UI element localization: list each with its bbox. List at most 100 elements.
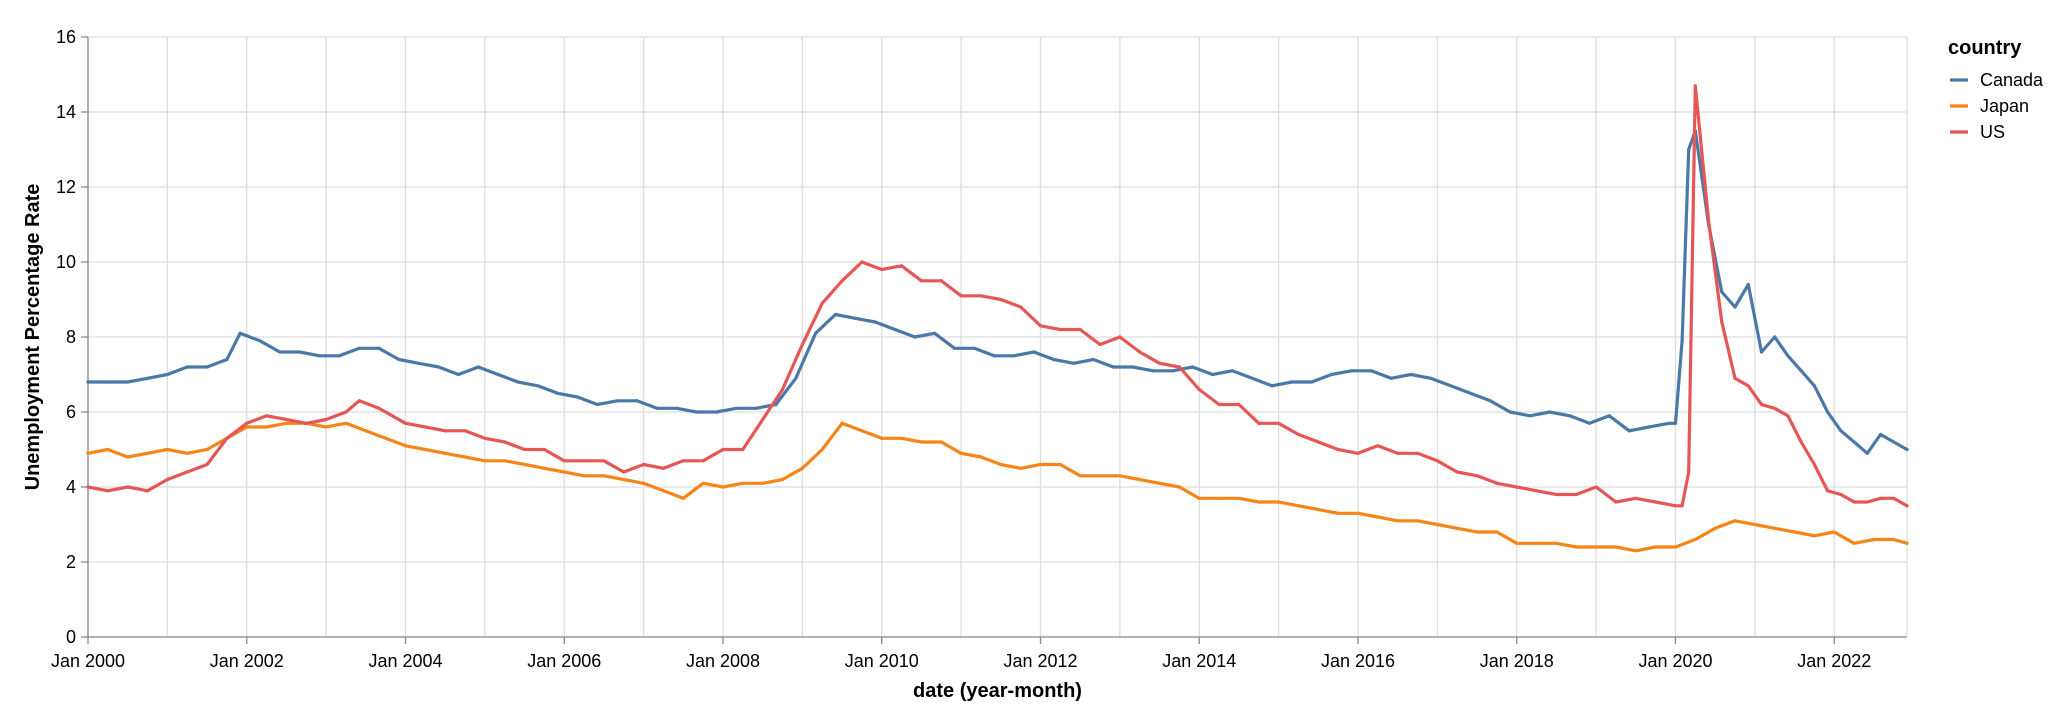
data-point-canada — [1091, 357, 1095, 362]
data-point-japan — [542, 466, 547, 470]
data-point-us — [1614, 500, 1618, 504]
data-point-japan — [503, 459, 507, 463]
data-point-japan — [1098, 474, 1102, 478]
x-tick-label: Jan 2020 — [1638, 651, 1712, 671]
series-line-canada — [86, 129, 1909, 455]
data-point-canada — [853, 316, 857, 320]
data-point-us — [1158, 361, 1162, 365]
data-point-canada — [595, 402, 599, 407]
data-point-canada — [794, 376, 798, 380]
data-point-canada — [1270, 384, 1274, 388]
data-point-japan — [324, 425, 328, 429]
data-point-canada — [1171, 369, 1175, 373]
data-point-us — [1019, 305, 1023, 309]
data-point-japan — [463, 455, 467, 459]
data-point-us — [761, 417, 765, 422]
y-tick-label: 8 — [66, 327, 76, 347]
series-line-us — [86, 84, 1909, 508]
data-point-japan — [1793, 530, 1797, 534]
data-point-canada — [1429, 376, 1433, 380]
legend-label-japan: Japan — [1980, 96, 2029, 116]
series-lines — [86, 84, 1909, 553]
data-point-canada — [1210, 372, 1215, 377]
data-point-us — [1773, 406, 1777, 410]
data-point-japan — [245, 425, 249, 429]
data-point-canada — [1151, 369, 1155, 373]
data-point-us — [344, 410, 348, 414]
data-point-japan — [959, 451, 963, 455]
data-point-canada — [1733, 305, 1737, 309]
data-point-us — [357, 399, 361, 403]
data-point-japan — [1118, 474, 1122, 478]
y-tick-label: 0 — [66, 627, 76, 647]
data-point-canada — [1012, 354, 1016, 358]
data-point-us — [165, 477, 169, 482]
data-point-canada — [1839, 429, 1843, 433]
data-point-us — [1217, 402, 1221, 407]
data-point-us — [463, 429, 467, 433]
data-point-canada — [1627, 429, 1631, 433]
data-point-us — [1535, 489, 1539, 493]
data-point-us — [86, 485, 90, 489]
data-point-canada — [205, 365, 209, 369]
data-point-us — [377, 406, 381, 410]
data-point-canada — [1607, 414, 1611, 418]
data-point-us — [1197, 387, 1201, 392]
data-point-us — [1177, 365, 1181, 369]
data-point-us — [900, 264, 904, 268]
data-point-japan — [126, 455, 130, 459]
data-point-us — [503, 440, 507, 444]
data-point-canada — [1131, 365, 1135, 369]
data-point-us — [721, 447, 725, 452]
data-point-us — [880, 267, 884, 272]
data-point-us — [245, 421, 249, 425]
data-point-us — [1634, 496, 1638, 500]
y-tick-label: 12 — [56, 177, 76, 197]
data-point-us — [523, 447, 527, 452]
data-point-canada — [893, 327, 897, 332]
data-point-canada — [1032, 350, 1036, 354]
data-point-us — [304, 421, 308, 425]
data-point-japan — [1673, 545, 1678, 549]
data-point-canada — [1329, 372, 1334, 377]
data-point-us — [106, 489, 110, 493]
data-point-japan — [1693, 537, 1697, 542]
data-point-us — [959, 294, 963, 298]
data-point-us — [1098, 342, 1102, 347]
x-tick-label: Jan 2002 — [210, 651, 284, 671]
data-point-japan — [602, 474, 606, 478]
data-point-us — [1852, 500, 1856, 504]
data-point-japan — [205, 447, 209, 452]
data-point-japan — [1455, 526, 1459, 530]
data-point-japan — [1753, 522, 1757, 527]
data-point-us — [1865, 500, 1869, 504]
data-point-japan — [1773, 526, 1777, 530]
legend-label-canada: Canada — [1980, 70, 2044, 90]
data-point-us — [1759, 402, 1764, 407]
data-point-japan — [661, 489, 666, 493]
data-point-japan — [860, 429, 864, 433]
data-point-canada — [1250, 376, 1254, 380]
data-point-japan — [1892, 537, 1896, 542]
data-point-canada — [1369, 369, 1373, 373]
data-point-japan — [1832, 530, 1836, 534]
data-point-us — [582, 459, 586, 463]
data-point-japan — [1475, 530, 1479, 534]
x-tick-label: Jan 2010 — [845, 651, 919, 671]
data-point-japan — [523, 462, 527, 467]
x-tick-label: Jan 2014 — [1162, 651, 1236, 671]
data-point-us — [423, 425, 427, 429]
data-point-us — [1435, 459, 1439, 463]
x-axis-title: date (year-month) — [913, 680, 1082, 702]
data-point-japan — [1594, 545, 1598, 549]
data-point-us — [1892, 496, 1896, 500]
data-point-canada — [225, 357, 229, 362]
data-point-canada — [258, 339, 262, 343]
data-point-us — [1673, 504, 1678, 508]
data-point-us — [1826, 489, 1830, 493]
legend-title: country — [1948, 37, 2022, 59]
data-point-japan — [1614, 545, 1618, 549]
data-point-us — [126, 485, 130, 489]
data-point-canada — [1892, 440, 1896, 444]
y-tick-label: 2 — [66, 552, 76, 572]
